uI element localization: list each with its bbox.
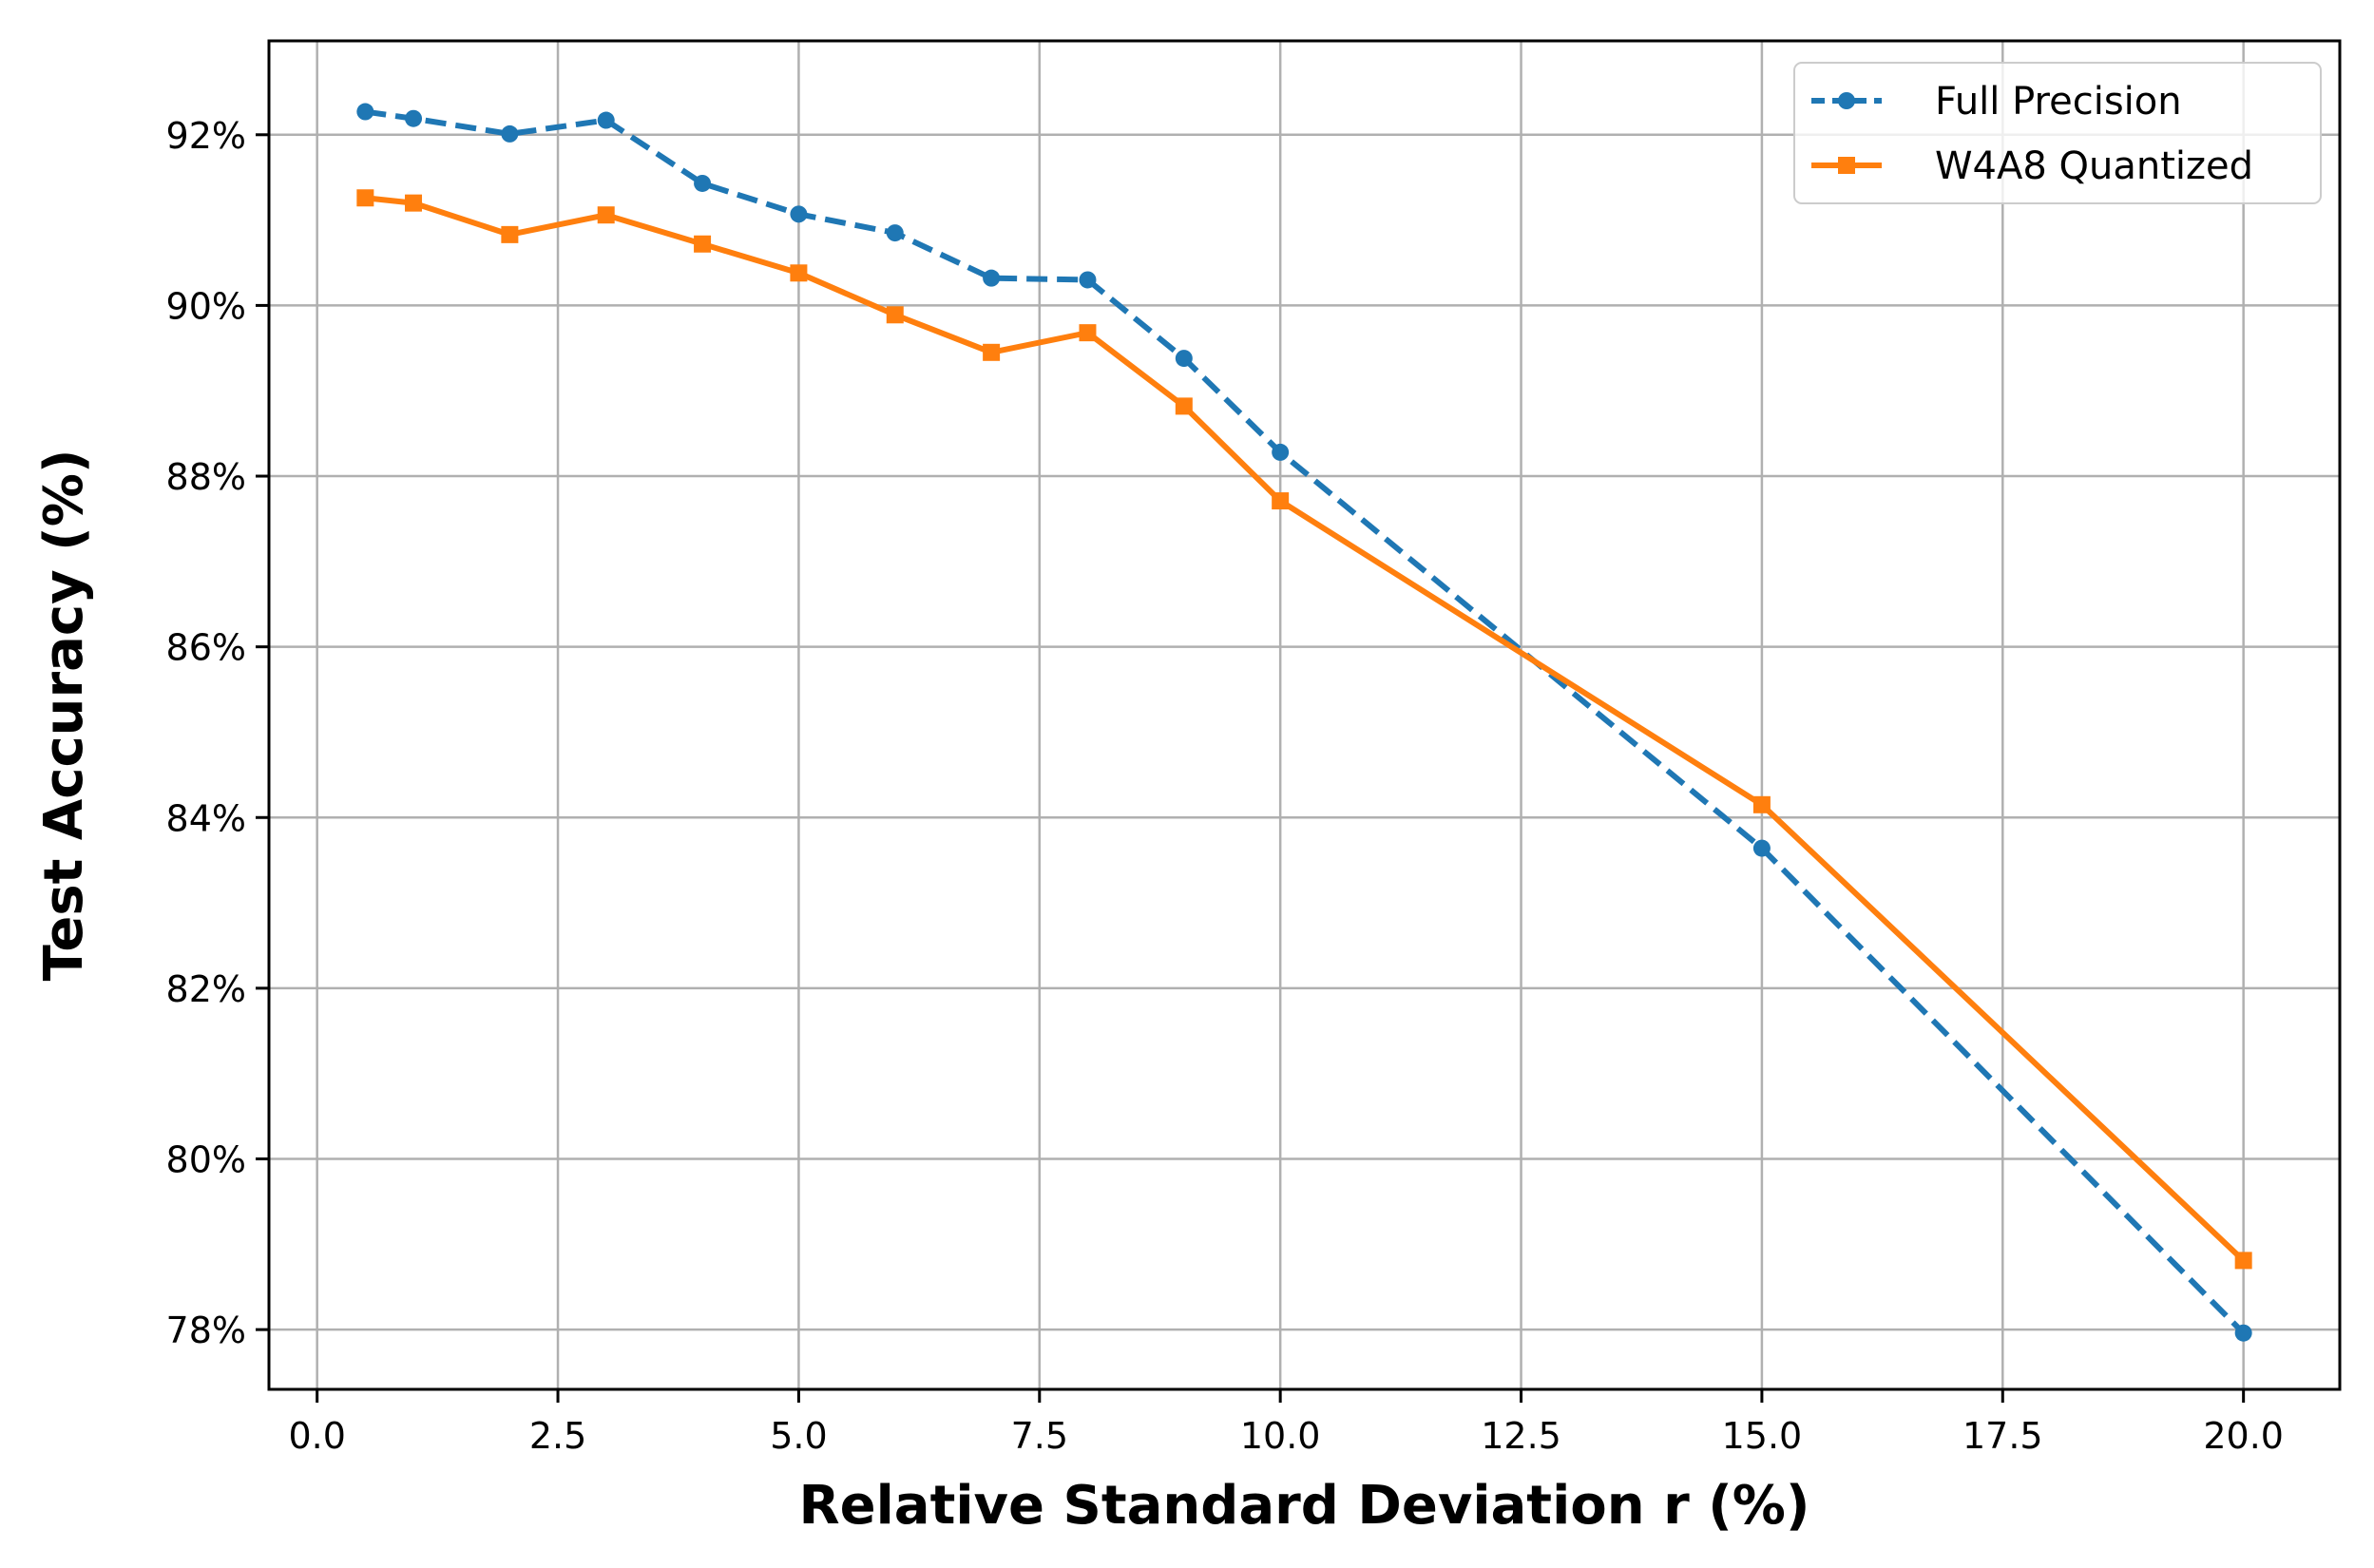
- grid: [269, 41, 2340, 1389]
- data-point: [356, 103, 374, 121]
- data-point: [983, 269, 1001, 287]
- data-point: [501, 225, 519, 243]
- plot-frame: [267, 39, 2342, 1391]
- x-tick-label: 10.0: [1240, 1415, 1321, 1457]
- y-tick-label: 90%: [166, 285, 246, 327]
- y-tick-label: 82%: [166, 968, 246, 1010]
- data-point: [2234, 1252, 2252, 1270]
- legend-label-w4a8-quantized: W4A8 Quantized: [1935, 144, 2253, 188]
- x-axis-title: Relative Standard Deviation r (%): [798, 1475, 1809, 1537]
- y-tick-label: 84%: [166, 797, 246, 839]
- y-tick-label: 86%: [166, 627, 246, 669]
- y-axis-title: Test Accuracy (%): [33, 449, 95, 982]
- data-point: [501, 124, 519, 143]
- x-tick-label: 0.0: [288, 1415, 345, 1457]
- x-tick-label: 5.0: [770, 1415, 827, 1457]
- data-point: [694, 235, 712, 253]
- y-tick-label: 92%: [166, 115, 246, 157]
- legend: Full Precision W4A8 Quantized: [1793, 62, 2322, 204]
- data-point: [356, 189, 374, 207]
- data-point: [1175, 350, 1193, 368]
- data-point: [886, 224, 904, 242]
- data-point: [790, 205, 808, 223]
- data-point: [597, 111, 615, 129]
- series-w4a8-quantized: [356, 189, 2252, 1270]
- data-point: [405, 109, 423, 127]
- data-point: [1272, 443, 1290, 461]
- y-tick-label: 78%: [166, 1310, 246, 1351]
- x-tick-label: 17.5: [1962, 1415, 2043, 1457]
- legend-label-full-precision: Full Precision: [1935, 80, 2182, 124]
- data-point: [886, 306, 904, 324]
- x-tick-label: 12.5: [1481, 1415, 1561, 1457]
- data-point: [1272, 492, 1290, 510]
- x-tick-label: 2.5: [529, 1415, 586, 1457]
- x-tick-label: 20.0: [2203, 1415, 2284, 1457]
- data-point: [1079, 271, 1097, 289]
- data-point: [983, 343, 1001, 361]
- x-tick-label: 15.0: [1722, 1415, 1803, 1457]
- y-tick-label: 88%: [166, 456, 246, 498]
- axis-layer: 0.0 2.5 5.0 7.5 10.0 12.5 15.0 17.5 20.0 78% 80% 82…: [166, 115, 2284, 1457]
- legend-box: [1793, 62, 2322, 204]
- series-layer: [356, 103, 2252, 1342]
- data-point: [1079, 324, 1097, 342]
- series-full-precision: [356, 103, 2252, 1342]
- data-point: [2234, 1324, 2252, 1342]
- x-tick-label: 7.5: [1011, 1415, 1068, 1457]
- data-point: [405, 194, 423, 212]
- data-point: [694, 174, 712, 192]
- data-point: [1175, 397, 1193, 415]
- legend-marker-full-precision: [1838, 92, 1855, 109]
- data-point: [790, 264, 808, 282]
- legend-marker-w4a8-quantized: [1838, 157, 1855, 174]
- y-tick-label: 80%: [166, 1139, 246, 1181]
- data-point: [597, 206, 615, 224]
- data-point: [1752, 795, 1771, 813]
- data-point: [1752, 839, 1771, 857]
